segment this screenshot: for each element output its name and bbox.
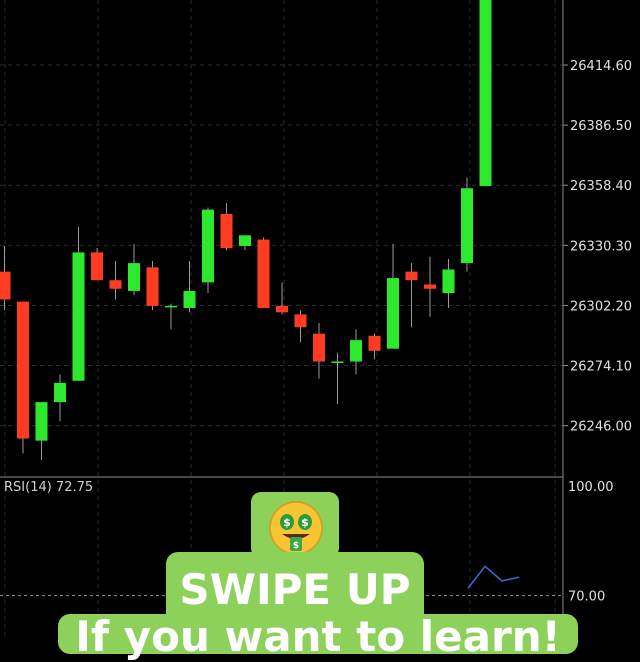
candle — [331, 352, 344, 405]
candle-body — [442, 269, 455, 294]
candle-body — [35, 402, 48, 441]
candle — [405, 263, 418, 328]
candle — [146, 260, 159, 311]
rsi-line — [467, 565, 520, 589]
candle-body — [91, 252, 103, 281]
candle — [17, 301, 29, 454]
candle-body — [128, 263, 140, 291]
learn-subtext: If you want to learn! — [75, 612, 561, 661]
rsi-tick-label: 100.00 — [568, 480, 614, 495]
svg-text:$: $ — [283, 516, 291, 529]
candle — [202, 207, 214, 294]
candle-body — [257, 239, 270, 309]
candle-body — [276, 305, 288, 313]
price-axis-labels: 26414.60 26386.50 26358.40 26330.30 26302.20… — [563, 59, 632, 435]
candle — [183, 260, 196, 313]
candle-body — [405, 271, 418, 281]
grid-lines — [0, 0, 563, 640]
candle-body — [350, 340, 362, 362]
candle-body — [72, 252, 85, 381]
candle-body — [313, 333, 325, 362]
rsi-tick-label: 70.00 — [568, 590, 605, 605]
candle-body — [239, 235, 251, 246]
candle-body — [183, 290, 196, 309]
candle — [128, 243, 140, 296]
candle — [461, 177, 473, 272]
price-tick-label: 26302.20 — [570, 299, 632, 314]
candle — [276, 282, 288, 315]
candle — [294, 310, 307, 343]
candle-body — [146, 267, 159, 306]
candlestick-chart: 26414.60 26386.50 26358.40 26330.30 26302.20… — [0, 0, 632, 640]
candle — [91, 248, 103, 281]
candle — [239, 235, 251, 251]
candle — [424, 256, 436, 317]
price-tick-label: 26330.30 — [570, 239, 632, 254]
candle — [387, 243, 399, 349]
candle — [479, 0, 492, 187]
candle-body — [17, 301, 29, 439]
money-mouth-face-icon: $ $ $ — [269, 501, 323, 555]
swipe-up-headline[interactable]: SWIPE UP — [179, 565, 411, 614]
candle-body — [331, 361, 344, 363]
candle — [368, 333, 381, 360]
rsi-label: RSI(14) 72.75 — [4, 480, 93, 495]
candles — [0, 0, 492, 460]
price-tick-label: 26386.50 — [570, 119, 632, 134]
candle-body — [0, 271, 11, 300]
candle — [165, 303, 177, 330]
candle — [109, 260, 122, 300]
candle-body — [220, 213, 233, 249]
candle — [35, 402, 48, 460]
price-tick-label: 26246.00 — [570, 420, 632, 435]
price-tick-label: 26414.60 — [570, 59, 632, 74]
candle-body — [424, 284, 436, 289]
candle-body — [368, 335, 381, 351]
rsi-panel: 100.00 70.00 — [0, 480, 614, 605]
candle-body — [202, 209, 214, 283]
candle-body — [294, 314, 307, 328]
candle — [313, 322, 325, 379]
candle — [54, 374, 66, 422]
candle-body — [54, 382, 66, 403]
candle — [257, 237, 270, 309]
price-tick-label: 26358.40 — [570, 179, 632, 194]
svg-text:$: $ — [301, 516, 309, 529]
candle-body — [165, 305, 177, 308]
candle — [220, 203, 233, 251]
price-tick-label: 26274.10 — [570, 360, 632, 375]
candle — [442, 258, 455, 309]
candle — [0, 245, 11, 311]
candle-body — [109, 280, 122, 289]
svg-text:$: $ — [293, 541, 299, 551]
candle-body — [461, 188, 473, 264]
candle — [350, 329, 362, 375]
candle — [72, 226, 85, 381]
candle-body — [479, 0, 492, 187]
candle-body — [387, 278, 399, 349]
